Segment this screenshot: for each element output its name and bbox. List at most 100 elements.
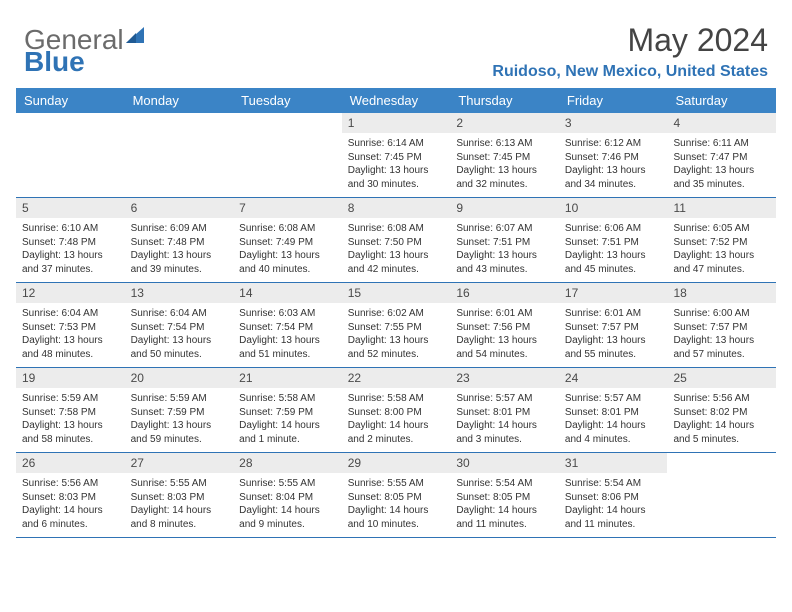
day-cell: 31Sunrise: 5:54 AMSunset: 8:06 PMDayligh… (559, 453, 668, 537)
sunset-text: Sunset: 7:46 PM (565, 151, 662, 165)
sunset-text: Sunset: 7:59 PM (239, 406, 336, 420)
calendar: Sunday Monday Tuesday Wednesday Thursday… (16, 88, 776, 538)
calendar-body: 1Sunrise: 6:14 AMSunset: 7:45 PMDaylight… (16, 113, 776, 538)
daylight-text: Daylight: 14 hours and 8 minutes. (131, 504, 228, 531)
daylight-text: Daylight: 13 hours and 57 minutes. (673, 334, 770, 361)
day-number (16, 113, 125, 119)
sunset-text: Sunset: 7:57 PM (673, 321, 770, 335)
sunset-text: Sunset: 7:51 PM (456, 236, 553, 250)
sunrise-text: Sunrise: 6:04 AM (131, 307, 228, 321)
sunrise-text: Sunrise: 6:05 AM (673, 222, 770, 236)
logo-row2: Blue (24, 46, 85, 78)
sunset-text: Sunset: 7:48 PM (131, 236, 228, 250)
day-cell: 1Sunrise: 6:14 AMSunset: 7:45 PMDaylight… (342, 113, 451, 197)
weekday-thursday: Thursday (450, 88, 559, 113)
day-number: 29 (342, 453, 451, 473)
day-number: 11 (667, 198, 776, 218)
daylight-text: Daylight: 14 hours and 1 minute. (239, 419, 336, 446)
sunset-text: Sunset: 7:50 PM (348, 236, 445, 250)
weekday-saturday: Saturday (667, 88, 776, 113)
daylight-text: Daylight: 13 hours and 34 minutes. (565, 164, 662, 191)
sunrise-text: Sunrise: 5:58 AM (348, 392, 445, 406)
sunrise-text: Sunrise: 5:55 AM (348, 477, 445, 491)
sunrise-text: Sunrise: 6:09 AM (131, 222, 228, 236)
day-cell: 17 Sunrise: 6:01 AMSunset: 7:57 PMDayligh… (559, 283, 668, 367)
daylight-text: Daylight: 13 hours and 51 minutes. (239, 334, 336, 361)
sunrise-text: Sunrise: 6:08 AM (239, 222, 336, 236)
week-row: 26Sunrise: 5:56 AMSunset: 8:03 PMDayligh… (16, 453, 776, 538)
day-number (125, 113, 234, 119)
sunset-text: Sunset: 8:03 PM (22, 491, 119, 505)
day-number: 22 (342, 368, 451, 388)
sunset-text: Sunset: 7:47 PM (673, 151, 770, 165)
header-right: May 2024 Ruidoso, New Mexico, United Sta… (492, 22, 768, 81)
day-number: 8 (342, 198, 451, 218)
daylight-text: Daylight: 13 hours and 40 minutes. (239, 249, 336, 276)
daylight-text: Daylight: 14 hours and 9 minutes. (239, 504, 336, 531)
sunrise-text: Sunrise: 5:56 AM (22, 477, 119, 491)
day-number: 28 (233, 453, 342, 473)
day-cell: 3Sunrise: 6:12 AMSunset: 7:46 PMDaylight… (559, 113, 668, 197)
day-cell: 29Sunrise: 5:55 AMSunset: 8:05 PMDayligh… (342, 453, 451, 537)
day-number: 17 (559, 283, 668, 303)
day-number (667, 453, 776, 459)
sunrise-text: Sunrise: 6:01 AM (456, 307, 553, 321)
day-number: 7 (233, 198, 342, 218)
sunset-text: Sunset: 7:55 PM (348, 321, 445, 335)
sunrise-text: Sunrise: 5:54 AM (565, 477, 662, 491)
daylight-text: Daylight: 13 hours and 59 minutes. (131, 419, 228, 446)
day-number: 26 (16, 453, 125, 473)
sunrise-text: Sunrise: 6:01 AM (565, 307, 662, 321)
daylight-text: Daylight: 13 hours and 42 minutes. (348, 249, 445, 276)
day-cell: 10Sunrise: 6:06 AMSunset: 7:51 PMDayligh… (559, 198, 668, 282)
day-cell: 9Sunrise: 6:07 AMSunset: 7:51 PMDaylight… (450, 198, 559, 282)
day-number: 30 (450, 453, 559, 473)
day-cell: 27Sunrise: 5:55 AMSunset: 8:03 PMDayligh… (125, 453, 234, 537)
sunset-text: Sunset: 8:06 PM (565, 491, 662, 505)
day-cell: 26Sunrise: 5:56 AMSunset: 8:03 PMDayligh… (16, 453, 125, 537)
day-number: 13 (125, 283, 234, 303)
day-cell: 13Sunrise: 6:04 AMSunset: 7:54 PMDayligh… (125, 283, 234, 367)
daylight-text: Daylight: 13 hours and 43 minutes. (456, 249, 553, 276)
day-number: 4 (667, 113, 776, 133)
sunset-text: Sunset: 8:01 PM (565, 406, 662, 420)
day-number: 25 (667, 368, 776, 388)
daylight-text: Daylight: 13 hours and 45 minutes. (565, 249, 662, 276)
sunrise-text: Sunrise: 5:59 AM (22, 392, 119, 406)
daylight-text: Daylight: 13 hours and 55 minutes. (565, 334, 662, 361)
sunset-text: Sunset: 7:49 PM (239, 236, 336, 250)
sunrise-text: Sunrise: 6:13 AM (456, 137, 553, 151)
sunrise-text: Sunrise: 5:59 AM (131, 392, 228, 406)
sunrise-text: Sunrise: 6:07 AM (456, 222, 553, 236)
sunrise-text: Sunrise: 6:02 AM (348, 307, 445, 321)
day-cell: 5Sunrise: 6:10 AMSunset: 7:48 PMDaylight… (16, 198, 125, 282)
daylight-text: Daylight: 13 hours and 32 minutes. (456, 164, 553, 191)
day-number: 19 (16, 368, 125, 388)
day-cell: 12Sunrise: 6:04 AMSunset: 7:53 PMDayligh… (16, 283, 125, 367)
sunset-text: Sunset: 7:45 PM (348, 151, 445, 165)
day-number (233, 113, 342, 119)
day-cell: 22Sunrise: 5:58 AMSunset: 8:00 PMDayligh… (342, 368, 451, 452)
weekday-sunday: Sunday (16, 88, 125, 113)
sunrise-text: Sunrise: 6:04 AM (22, 307, 119, 321)
sunset-text: Sunset: 7:56 PM (456, 321, 553, 335)
sunset-text: Sunset: 7:48 PM (22, 236, 119, 250)
day-cell: 7 Sunrise: 6:08 AMSunset: 7:49 PMDaylight… (233, 198, 342, 282)
sunset-text: Sunset: 8:03 PM (131, 491, 228, 505)
sunset-text: Sunset: 7:53 PM (22, 321, 119, 335)
sunrise-text: Sunrise: 6:08 AM (348, 222, 445, 236)
sunset-text: Sunset: 7:57 PM (565, 321, 662, 335)
logo-text-blue: Blue (24, 46, 85, 78)
day-number: 2 (450, 113, 559, 133)
sunrise-text: Sunrise: 5:55 AM (239, 477, 336, 491)
sunset-text: Sunset: 8:01 PM (456, 406, 553, 420)
day-cell: 2 Sunrise: 6:13 AMSunset: 7:45 PMDaylight… (450, 113, 559, 197)
sunrise-text: Sunrise: 5:57 AM (456, 392, 553, 406)
day-cell: 15Sunrise: 6:02 AMSunset: 7:55 PMDayligh… (342, 283, 451, 367)
day-cell: 30Sunrise: 5:54 AMSunset: 8:05 PMDayligh… (450, 453, 559, 537)
sunset-text: Sunset: 7:45 PM (456, 151, 553, 165)
daylight-text: Daylight: 13 hours and 50 minutes. (131, 334, 228, 361)
day-number: 31 (559, 453, 668, 473)
daylight-text: Daylight: 13 hours and 39 minutes. (131, 249, 228, 276)
day-cell: 20Sunrise: 5:59 AMSunset: 7:59 PMDayligh… (125, 368, 234, 452)
